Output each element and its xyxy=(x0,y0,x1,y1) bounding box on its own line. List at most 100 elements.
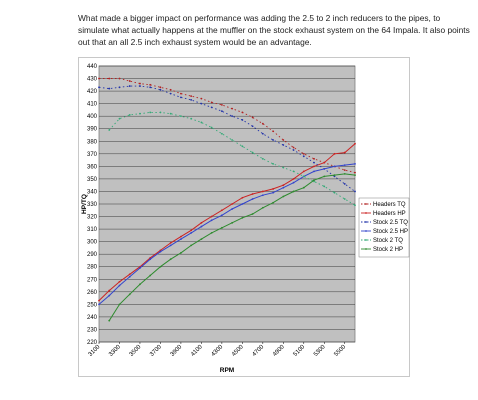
x-tick-label: 5500 xyxy=(333,344,347,358)
data-point xyxy=(149,274,152,277)
y-tick-label: 330 xyxy=(87,202,98,208)
data-point xyxy=(292,190,295,193)
y-tick-label: 320 xyxy=(87,215,98,221)
legend-label: Stock 2 HP xyxy=(373,247,403,253)
data-point xyxy=(180,96,182,99)
data-point xyxy=(343,169,346,172)
data-point xyxy=(241,203,244,205)
data-point xyxy=(108,129,111,131)
legend-label: Headers HP xyxy=(373,211,406,217)
data-point xyxy=(98,303,100,306)
data-point xyxy=(220,214,223,217)
data-point xyxy=(231,115,234,118)
data-point xyxy=(200,225,203,228)
data-point xyxy=(251,213,254,215)
data-point xyxy=(118,117,121,120)
data-point xyxy=(220,103,223,106)
data-point xyxy=(190,95,193,98)
x-tick-label: 5300 xyxy=(313,344,327,358)
data-point xyxy=(272,191,274,194)
data-point xyxy=(354,171,356,174)
chart-frame: 220 230 240 250 260 270 280 290 300 310 320 330 340 3… xyxy=(78,57,410,377)
data-point xyxy=(149,86,152,89)
data-point xyxy=(261,132,264,135)
x-tick-label: 3300 xyxy=(108,344,122,358)
series-line xyxy=(98,143,356,301)
data-point xyxy=(118,284,121,287)
y-tick-label: 350 xyxy=(87,177,98,183)
data-point xyxy=(118,280,121,283)
data-point xyxy=(190,117,193,120)
data-point xyxy=(354,162,356,165)
x-tick-label: 3500 xyxy=(129,344,143,358)
data-point xyxy=(292,178,295,180)
data-point xyxy=(98,86,100,89)
series-line xyxy=(98,85,356,192)
y-tick-label: 440 xyxy=(87,64,98,70)
data-point xyxy=(323,175,326,178)
data-point xyxy=(231,221,234,224)
data-point xyxy=(292,181,295,184)
data-point xyxy=(159,88,162,91)
data-point xyxy=(241,111,244,114)
x-tick-label: 3900 xyxy=(170,344,184,358)
data-point xyxy=(241,119,244,121)
data-point xyxy=(292,146,295,149)
data-point xyxy=(139,85,141,87)
data-point xyxy=(261,206,264,209)
data-point xyxy=(261,194,264,197)
data-point xyxy=(128,85,131,87)
data-point xyxy=(272,162,274,165)
data-point xyxy=(282,166,285,169)
data-point xyxy=(343,198,346,200)
y-tick-label: 410 xyxy=(87,102,98,108)
legend-label: Headers TQ xyxy=(373,202,406,208)
data-point xyxy=(118,303,121,306)
data-point xyxy=(108,87,111,90)
series-stock-2-tq xyxy=(108,111,356,207)
data-point xyxy=(169,258,172,261)
x-axis-title: RPM xyxy=(220,367,234,374)
y-tick-label: 220 xyxy=(87,340,98,346)
data-point xyxy=(231,107,234,110)
data-point xyxy=(149,111,152,114)
data-point xyxy=(200,221,203,224)
data-point xyxy=(149,83,152,86)
data-point xyxy=(282,195,285,198)
y-tick-label: 290 xyxy=(87,252,98,258)
data-point xyxy=(220,110,223,113)
data-point xyxy=(292,149,295,151)
data-point xyxy=(333,175,336,178)
data-point xyxy=(210,126,213,129)
data-point xyxy=(128,80,131,82)
legend-label: Stock 2.5 TQ xyxy=(373,220,408,226)
data-point xyxy=(220,132,223,135)
data-point xyxy=(128,114,131,116)
y-axis-title: HP/TQ xyxy=(81,194,88,214)
x-tick-label: 4100 xyxy=(190,344,204,358)
y-tick-label: 360 xyxy=(87,164,98,170)
data-point xyxy=(302,175,305,178)
legend-label: Stock 2 TQ xyxy=(373,238,403,244)
data-point xyxy=(282,184,285,187)
legend-marker xyxy=(365,248,367,250)
x-tick-label: 4300 xyxy=(211,344,225,358)
data-point xyxy=(261,190,264,193)
data-point xyxy=(231,139,234,141)
legend-marker xyxy=(365,230,367,232)
data-point xyxy=(272,201,274,204)
legend-marker xyxy=(365,239,367,241)
data-point xyxy=(159,250,162,253)
data-point xyxy=(333,152,336,155)
series-stock-2-5-tq xyxy=(98,85,356,193)
data-point xyxy=(323,161,326,164)
data-point xyxy=(343,151,346,154)
data-point xyxy=(108,77,111,80)
data-point xyxy=(241,196,244,199)
data-point xyxy=(210,215,213,218)
series-stock-2-hp xyxy=(108,172,356,322)
data-point xyxy=(210,106,213,109)
y-tick-label: 400 xyxy=(87,114,98,120)
data-point xyxy=(333,165,336,168)
